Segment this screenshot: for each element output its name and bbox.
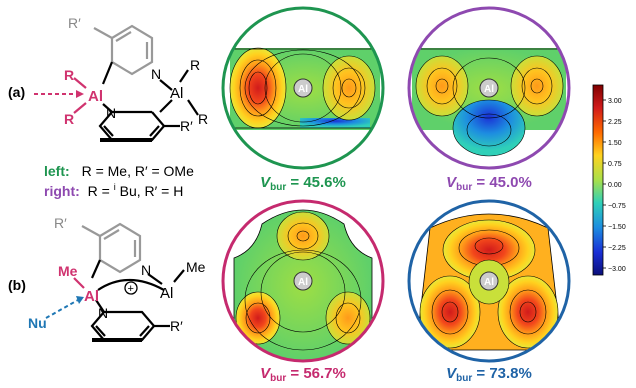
r-prime-bond-b [81,225,101,237]
me-left: Me [58,263,78,279]
nu-label: Nu [28,315,47,331]
al-right-b: Al [160,285,173,302]
colorbar-tick-label: −3.00 [608,266,626,273]
map-ring [407,6,571,170]
panel-a: (a) R′ N R Al R R Al R [8,15,208,199]
colorbar-tick-label: −2.25 [608,245,626,252]
r-right: R [198,111,208,127]
r-prime-bottom-b: R′ [170,318,183,334]
vbur-label: Vbur = 73.8% [446,365,532,383]
panel-b: (b) R′ N + Me Al Al Me Nu [8,215,206,342]
charge-label: + [128,283,134,295]
nucleophile-arrow-icon [45,296,84,319]
top-pyridine-ring-b [98,222,142,274]
n-bottom: N [106,105,116,121]
map-ring [221,199,385,363]
steric-map-3: Al Vbur = 56.7% [221,199,385,384]
r-prime-bottom: R′ [180,118,193,134]
steric-map-2: Al Vbur = 45.0% [407,6,571,193]
dashed-arrow-icon [34,90,84,98]
n-top-b: N [141,262,151,278]
me-bond-left [73,277,85,289]
colorbar-tick-label: −1.50 [608,224,626,231]
colorbar-tick-label: 0.75 [608,161,622,168]
n-top: N [151,66,161,82]
legend-right: right: R = i Bu, R′ = H [44,177,183,199]
vbur-label: Vbur = 56.7% [260,365,346,383]
r-prime-top-b: R′ [54,215,67,231]
panel-a-label: (a) [8,84,25,100]
colorbar-tick-label: 1.50 [608,140,622,147]
colorbar-tick-label: 3.00 [608,98,622,105]
al-bonds-b [90,259,185,313]
r-left-1: R [64,67,74,83]
bridge-arc [97,279,165,291]
colorbar-tick-label: 0.00 [608,182,622,189]
legend-left: left: R = Me, R′ = OMe [44,163,194,179]
aluminum-skeleton [101,61,199,116]
r-prime-top: R′ [68,15,81,31]
al-left: Al [88,88,103,105]
panel-b-label: (b) [8,277,26,293]
cation-charge-icon [124,281,138,295]
vbur-label: Vbur = 45.0% [446,174,532,193]
al-left-b: Al [84,288,99,305]
al-center-label: Al [298,277,308,288]
substituent-legend: left: R = Me, R′ = OMe right: R = i Bu, … [44,163,194,199]
r-top-right: R [190,57,200,73]
al-center-icon [479,271,499,291]
steric-map-1: Al Vbur = 45.6% [221,6,385,193]
al-center-icon [479,78,499,98]
al-center-label: Al [484,84,494,95]
al-center-icon [293,271,313,291]
map-ring [221,6,385,170]
al-center-label: Al [298,84,308,95]
r-prime-bond [93,27,113,39]
al-center-label: Al [484,277,494,288]
colorbar: 3.00 2.25 1.50 0.75 0.00 −0.75 −1.50 −2.25 −3.00 [592,84,626,276]
colorbar-tick-label: −0.75 [608,203,626,210]
al-right: Al [170,85,183,102]
top-pyridine-ring [110,24,154,76]
map-ring [407,199,571,363]
al-center-icon [293,78,313,98]
n-bottom-b: N [98,305,108,321]
colorbar-tick-label: 2.25 [608,119,622,126]
me-right: Me [186,259,206,275]
pink-al-group [73,77,87,114]
vbur-label: Vbur = 45.6% [260,174,346,193]
colorbar-gradient [592,84,604,276]
steric-map-4: Al Vbur = 73.8% [407,199,571,384]
r-left-2: R [64,111,74,127]
colorbar-ticks: 3.00 2.25 1.50 0.75 0.00 −0.75 −1.50 −2.25 −3.00 [603,98,626,273]
